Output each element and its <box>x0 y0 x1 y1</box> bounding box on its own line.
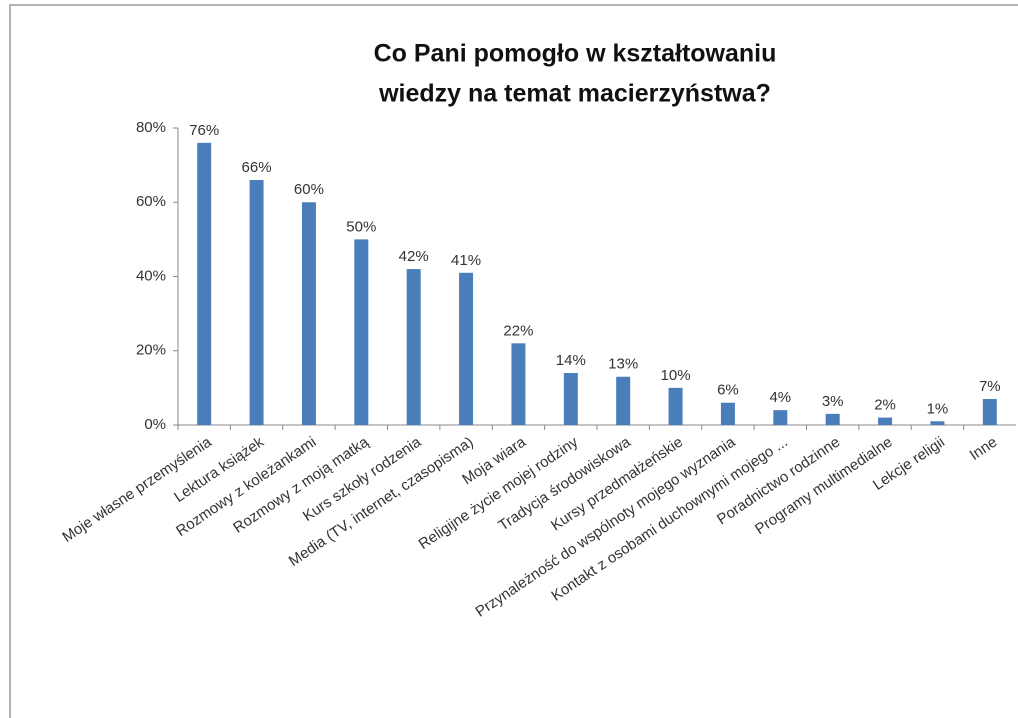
data-label: 50% <box>346 218 376 235</box>
data-label: 10% <box>661 367 691 384</box>
bar <box>197 142 212 425</box>
bar <box>511 343 526 425</box>
bar <box>563 373 578 425</box>
data-label: 42% <box>399 248 429 265</box>
data-label: 6% <box>717 382 739 399</box>
bar <box>616 376 631 425</box>
data-label: 3% <box>822 393 844 410</box>
data-label: 14% <box>556 352 586 369</box>
x-tick-label: Inne <box>967 434 1001 464</box>
bar <box>459 272 474 425</box>
y-tick-label: 20% <box>136 342 166 359</box>
bar <box>354 239 369 425</box>
bar <box>249 179 264 425</box>
bar <box>982 399 997 425</box>
data-label: 60% <box>294 181 324 198</box>
y-tick-label: 40% <box>136 267 166 284</box>
chart-frame <box>9 4 1018 718</box>
data-label: 41% <box>451 252 481 269</box>
y-tick-label: 60% <box>136 193 166 210</box>
bar <box>930 421 945 425</box>
data-label: 76% <box>189 122 219 139</box>
chart-title: Co Pani pomogło w kształtowaniu <box>374 40 777 68</box>
data-label: 66% <box>242 159 272 176</box>
y-tick-label: 80% <box>136 119 166 136</box>
data-label: 13% <box>608 356 638 373</box>
bar <box>878 417 893 425</box>
bar <box>406 269 421 425</box>
y-tick-label: 0% <box>144 416 166 433</box>
bar <box>668 387 683 425</box>
data-label: 1% <box>927 400 949 417</box>
data-label: 7% <box>979 378 1001 395</box>
data-label: 4% <box>769 389 791 406</box>
bar <box>301 202 316 425</box>
bar <box>720 402 735 425</box>
data-label: 22% <box>503 322 533 339</box>
bar <box>773 410 788 425</box>
chart-title: wiedzy na temat macierzyństwa? <box>378 80 771 108</box>
bar <box>825 413 840 425</box>
data-label: 2% <box>874 397 896 414</box>
